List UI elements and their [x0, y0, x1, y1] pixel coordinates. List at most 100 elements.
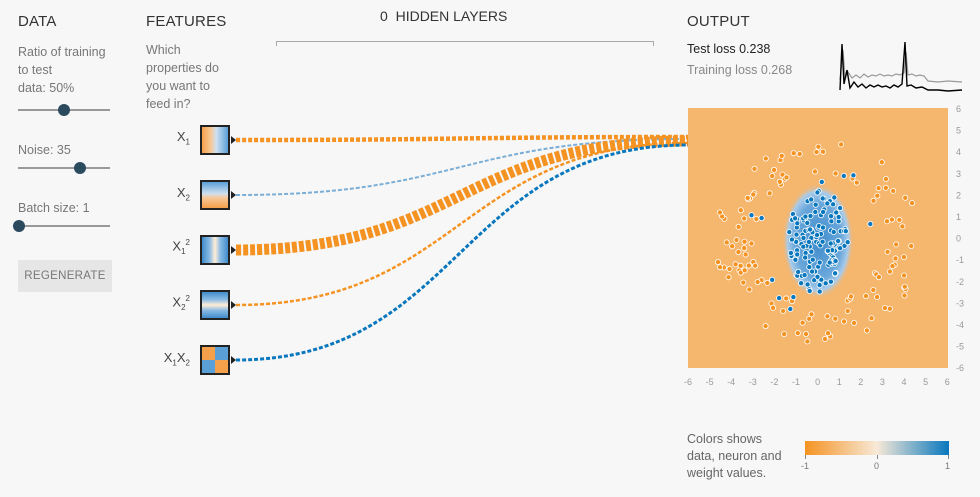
data-point: [821, 335, 828, 342]
data-title: DATA: [18, 13, 57, 30]
y-tick-label: 4: [956, 147, 961, 157]
feature-x2[interactable]: [200, 180, 230, 210]
y-tick-label: 6: [956, 104, 961, 114]
data-point: [729, 243, 736, 250]
data-point: [800, 234, 807, 241]
feature-x1[interactable]: [200, 125, 230, 155]
data-point: [841, 318, 848, 325]
data-point: [806, 315, 813, 322]
data-point: [798, 280, 805, 287]
data-point: [762, 155, 769, 162]
legend-max: 1: [945, 461, 951, 471]
ratio-slider-thumb[interactable]: [58, 104, 70, 116]
link-x1-squared[interactable]: [235, 135, 689, 256]
x-axis: -6 -5 -4 -3 -2 -1 0 1 2 3 4 5 6: [684, 377, 950, 387]
data-point: [878, 159, 885, 166]
data-point: [732, 261, 739, 268]
x-tick-label: 3: [880, 377, 885, 387]
data-point: [779, 171, 786, 178]
data-point: [740, 279, 747, 286]
data-point: [844, 239, 851, 246]
data-point: [883, 218, 890, 225]
data-point: [827, 278, 834, 285]
data-point: [762, 323, 769, 330]
data-point: [882, 184, 889, 191]
y-axis: 6 5 4 3 2 1 0 -1 -2 -3 -4 -5 -6: [956, 104, 964, 373]
y-tick-label: -3: [956, 298, 964, 308]
link-x2-squared[interactable]: [235, 141, 689, 307]
data-point: [748, 240, 755, 247]
data-point: [769, 173, 776, 180]
data-point: [813, 149, 820, 156]
x-tick-label: -2: [770, 377, 778, 387]
data-point: [794, 220, 801, 227]
noise-slider-track: [18, 167, 110, 169]
regenerate-button[interactable]: REGENERATE: [18, 260, 112, 292]
data-point: [901, 272, 908, 279]
data-point: [794, 251, 801, 258]
data-point: [844, 308, 851, 315]
legend-min: -1: [801, 461, 810, 471]
data-point: [896, 216, 903, 223]
data-point: [741, 238, 748, 245]
data-point: [812, 201, 819, 208]
y-tick-label: 1: [956, 212, 961, 222]
feature-x1-arrow-icon: [231, 136, 236, 144]
data-point: [901, 283, 908, 290]
data-point: [820, 208, 827, 215]
batch-slider-thumb[interactable]: [13, 220, 25, 232]
feature-x2-squared[interactable]: [200, 290, 230, 320]
data-point: [902, 194, 909, 201]
feature-x1-squared[interactable]: [200, 235, 230, 265]
data-point: [890, 187, 897, 194]
x-tick-label: 5: [923, 377, 928, 387]
hidden-layers-bracket: [276, 41, 654, 46]
data-point: [824, 200, 831, 207]
x-tick-label: 2: [858, 377, 863, 387]
features-question: Which properties do you want to feed in?: [146, 43, 219, 111]
x-tick-label: 1: [837, 377, 842, 387]
data-point: [771, 166, 778, 173]
link-x1[interactable]: [235, 134, 689, 143]
noise-slider[interactable]: [18, 161, 110, 175]
data-point: [812, 168, 819, 175]
ratio-slider[interactable]: [18, 103, 110, 117]
data-point: [816, 288, 823, 295]
x-tick-label: 0: [815, 377, 820, 387]
data-point: [790, 294, 797, 301]
legend-mid: 0: [874, 461, 880, 471]
output-heatmap: [688, 108, 948, 368]
data-point: [717, 264, 724, 271]
data-point: [819, 148, 826, 155]
noise-slider-thumb[interactable]: [74, 162, 86, 174]
data-point: [838, 141, 845, 148]
data-point: [888, 216, 895, 223]
y-tick-label: -6: [956, 363, 964, 373]
data-point: [792, 256, 799, 263]
data-point: [806, 287, 813, 294]
feature-x1x2[interactable]: [200, 345, 230, 375]
data-point: [754, 279, 761, 286]
data-point: [776, 178, 783, 185]
data-point: [804, 281, 811, 288]
data-point: [809, 256, 816, 263]
feature-x1-squared-arrow-icon: [231, 246, 236, 254]
data-point: [875, 185, 882, 192]
data-point: [835, 213, 842, 220]
data-point: [870, 286, 877, 293]
data-point: [714, 259, 721, 266]
data-point: [827, 213, 834, 220]
y-tick-label: -5: [956, 342, 964, 352]
feature-x2-squared-arrow-icon: [231, 301, 236, 309]
data-point: [819, 224, 826, 231]
data-point: [900, 254, 907, 261]
x-tick-label: -1: [792, 377, 800, 387]
data-point: [790, 150, 797, 157]
feature-label-x2: X2: [176, 185, 190, 203]
link-x1x2[interactable]: [235, 143, 689, 362]
data-point: [842, 228, 849, 235]
batch-slider[interactable]: [13, 219, 110, 233]
data-point: [809, 268, 816, 275]
data-point: [799, 319, 806, 326]
y-tick-label: 5: [956, 126, 961, 136]
